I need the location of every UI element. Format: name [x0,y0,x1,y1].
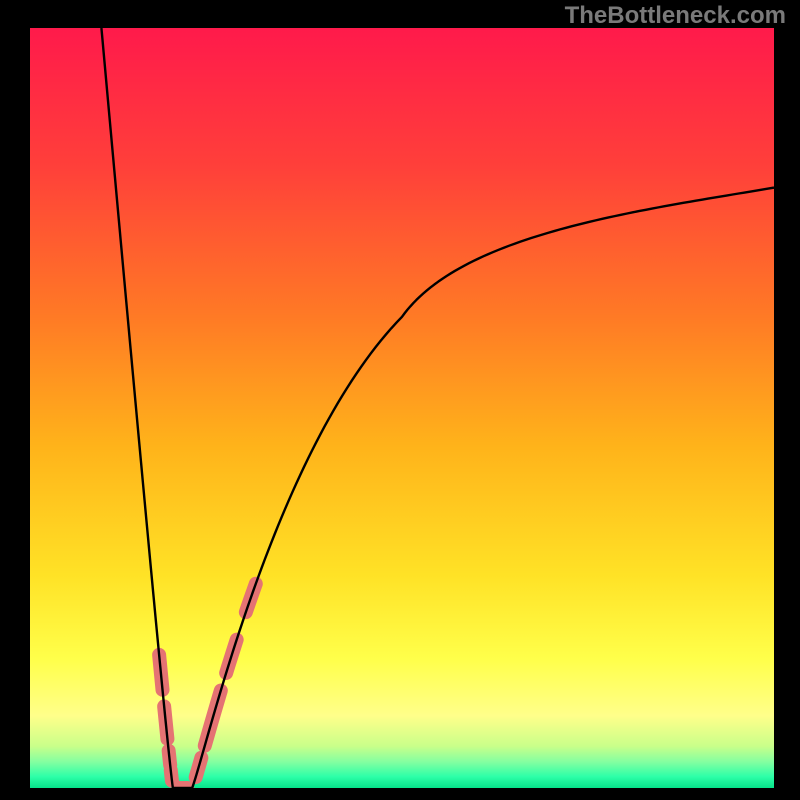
watermark-text: TheBottleneck.com [565,2,786,30]
gradient-background [30,28,774,788]
plot-area [30,28,774,788]
chart-frame: TheBottleneck.com [0,0,800,800]
plot-svg [30,28,774,788]
